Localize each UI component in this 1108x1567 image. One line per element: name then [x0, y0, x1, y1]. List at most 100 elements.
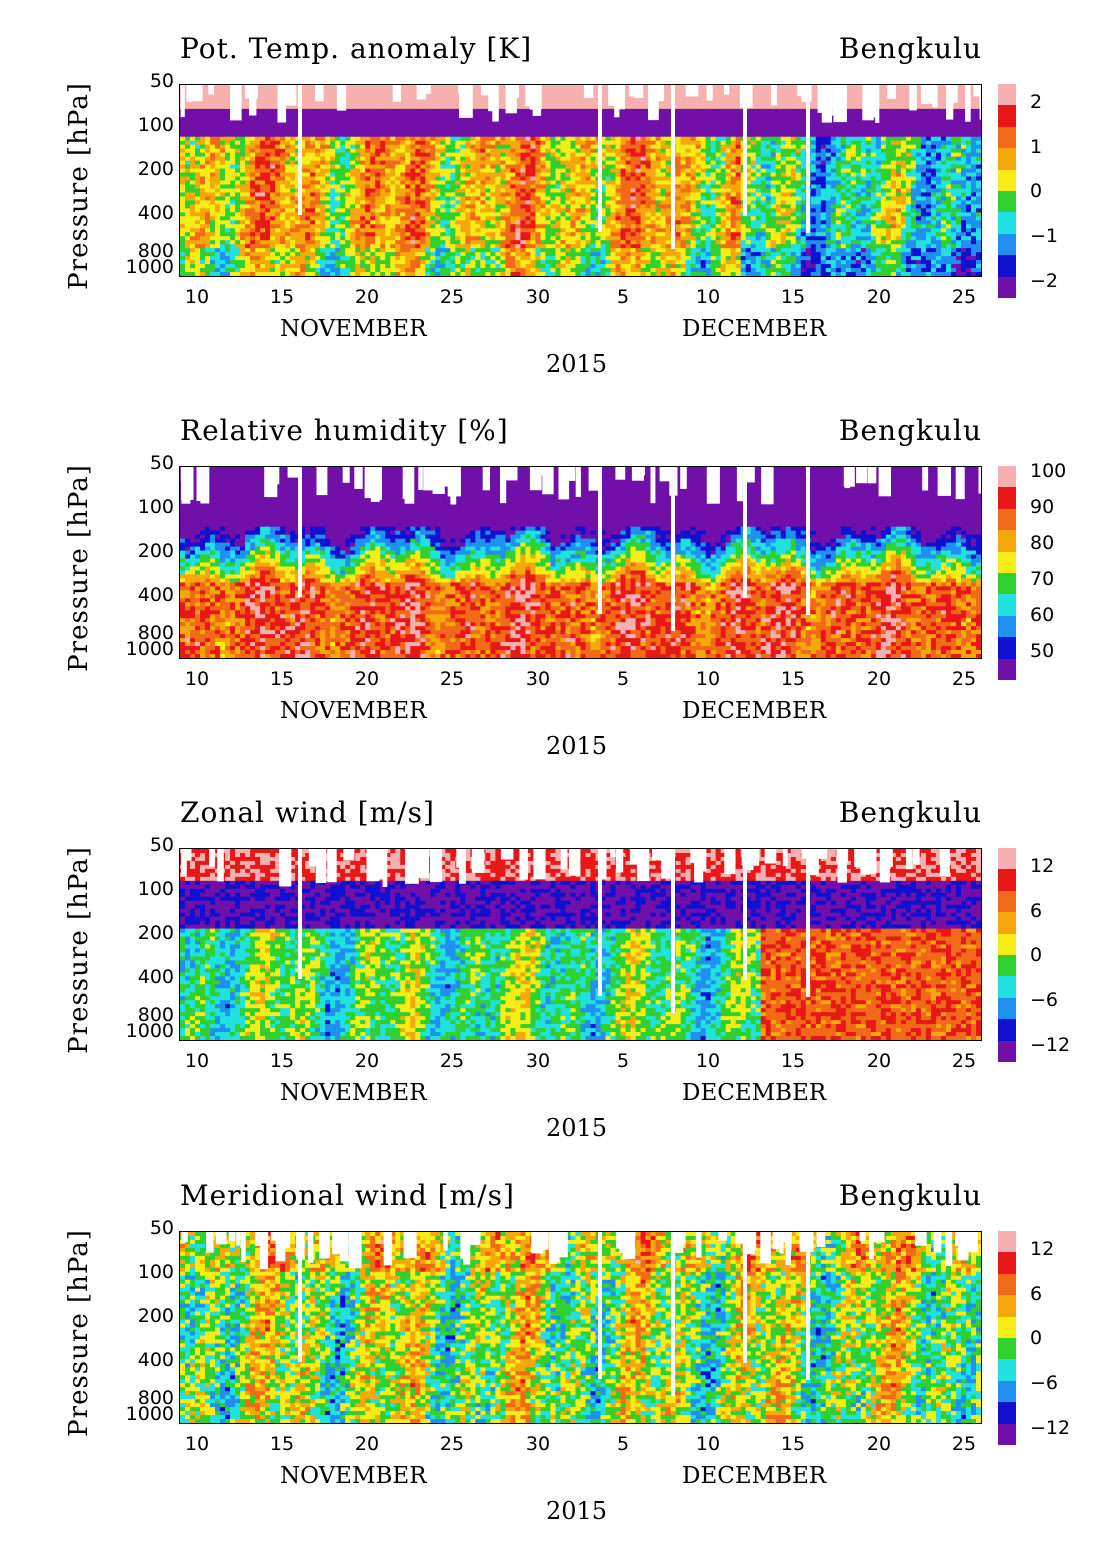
- heatmap-cell: [360, 136, 366, 142]
- heatmap-cell: [690, 168, 697, 174]
- heatmap-cell: [655, 236, 662, 241]
- heatmap-cell: [275, 260, 281, 265]
- heatmap-cell: [270, 116, 276, 122]
- heatmap-cell: [400, 240, 406, 245]
- heatmap-cell: [255, 136, 261, 142]
- heatmap-cell: [220, 85, 226, 90]
- heatmap-cell: [185, 120, 191, 126]
- heatmap-cell: [405, 176, 411, 182]
- heatmap-cell: [295, 180, 301, 186]
- heatmap-cell: [350, 172, 356, 178]
- heatmap-cell: [645, 196, 652, 201]
- heatmap-cell: [550, 100, 557, 106]
- heatmap-cell: [585, 160, 592, 166]
- heatmap-cell: [630, 260, 637, 265]
- heatmap-cell: [375, 88, 381, 94]
- heatmap-cell: [285, 240, 291, 245]
- heatmap-cell: [655, 228, 662, 233]
- heatmap-cell: [540, 232, 547, 237]
- heatmap-cell: [295, 188, 301, 194]
- heatmap-cell: [555, 168, 562, 174]
- heatmap-cell: [265, 104, 271, 110]
- heatmap-cell: [555, 212, 562, 217]
- heatmap-cell: [345, 148, 351, 154]
- heatmap-cell: [195, 244, 201, 249]
- heatmap-cell: [445, 236, 451, 241]
- heatmap-cell: [405, 196, 411, 201]
- heatmap-cell: [230, 180, 236, 186]
- heatmap-cell: [360, 100, 366, 106]
- heatmap-cell: [465, 128, 471, 134]
- heatmap-cell: [230, 132, 236, 138]
- heatmap-cell: [270, 256, 276, 261]
- heatmap-cell: [220, 172, 226, 178]
- heatmap-cell: [470, 124, 476, 130]
- heatmap-cell: [565, 240, 572, 245]
- heatmap-cell: [335, 112, 341, 118]
- heatmap-cell: [695, 228, 702, 233]
- heatmap-cell: [610, 108, 617, 114]
- heatmap-cell: [405, 85, 411, 90]
- heatmap-cell: [495, 260, 501, 265]
- heatmap-cell: [310, 212, 316, 217]
- heatmap-cell: [505, 240, 512, 245]
- heatmap-cell: [550, 168, 557, 174]
- heatmap-cell: [260, 92, 266, 98]
- heatmap-cell: [240, 272, 246, 276]
- heatmap-cell: [695, 208, 702, 213]
- heatmap-cell: [260, 220, 266, 225]
- heatmap-cell: [560, 264, 567, 269]
- heatmap-cell: [620, 152, 627, 158]
- heatmap-cell: [550, 228, 557, 233]
- heatmap-cell: [425, 156, 431, 162]
- heatmap-cell: [610, 164, 617, 170]
- heatmap-cell: [495, 252, 501, 257]
- heatmap-cell: [620, 196, 627, 201]
- heatmap-cell: [315, 272, 321, 276]
- heatmap-cell: [370, 168, 376, 174]
- heatmap-cell: [350, 112, 356, 118]
- heatmap-cell: [235, 164, 241, 170]
- heatmap-cell: [310, 188, 316, 194]
- heatmap-cell: [290, 120, 296, 126]
- heatmap-cell: [240, 176, 246, 182]
- heatmap-cell: [355, 176, 361, 182]
- heatmap-cell: [280, 136, 286, 142]
- heatmap-cell: [240, 116, 246, 122]
- heatmap-cell: [680, 208, 687, 213]
- heatmap-cell: [405, 168, 411, 174]
- heatmap-cell: [325, 88, 331, 94]
- heatmap-cell: [465, 260, 471, 265]
- heatmap-cell: [325, 264, 331, 269]
- heatmap-cell: [675, 116, 682, 122]
- heatmap-cell: [630, 160, 637, 166]
- heatmap-cell: [295, 120, 301, 126]
- heatmap-cell: [455, 260, 461, 265]
- heatmap-cell: [630, 168, 637, 174]
- heatmap-cell: [490, 260, 496, 265]
- heatmap-cell: [645, 132, 652, 138]
- heatmap-cell: [585, 132, 592, 138]
- heatmap-cell: [525, 164, 532, 170]
- heatmap-cell: [265, 168, 271, 174]
- heatmap-cell: [335, 116, 341, 122]
- heatmap-cell: [475, 188, 481, 194]
- heatmap-cell: [275, 172, 281, 178]
- heatmap-cell: [655, 212, 662, 217]
- heatmap-cell: [395, 148, 401, 154]
- heatmap-cell: [520, 228, 527, 233]
- heatmap-cell: [605, 236, 612, 241]
- heatmap-cell: [225, 268, 231, 273]
- heatmap-cell: [515, 256, 522, 261]
- heatmap-cell: [665, 196, 672, 201]
- heatmap-cell: [230, 128, 236, 134]
- heatmap-cell: [260, 228, 266, 233]
- heatmap-cell: [630, 96, 637, 102]
- heatmap-cell: [465, 188, 471, 194]
- heatmap-cell: [420, 208, 426, 213]
- heatmap-cell: [555, 132, 562, 138]
- heatmap-cell: [560, 92, 567, 98]
- heatmap-cell: [570, 104, 577, 110]
- heatmap-cell: [200, 128, 206, 134]
- heatmap-cell: [650, 248, 657, 253]
